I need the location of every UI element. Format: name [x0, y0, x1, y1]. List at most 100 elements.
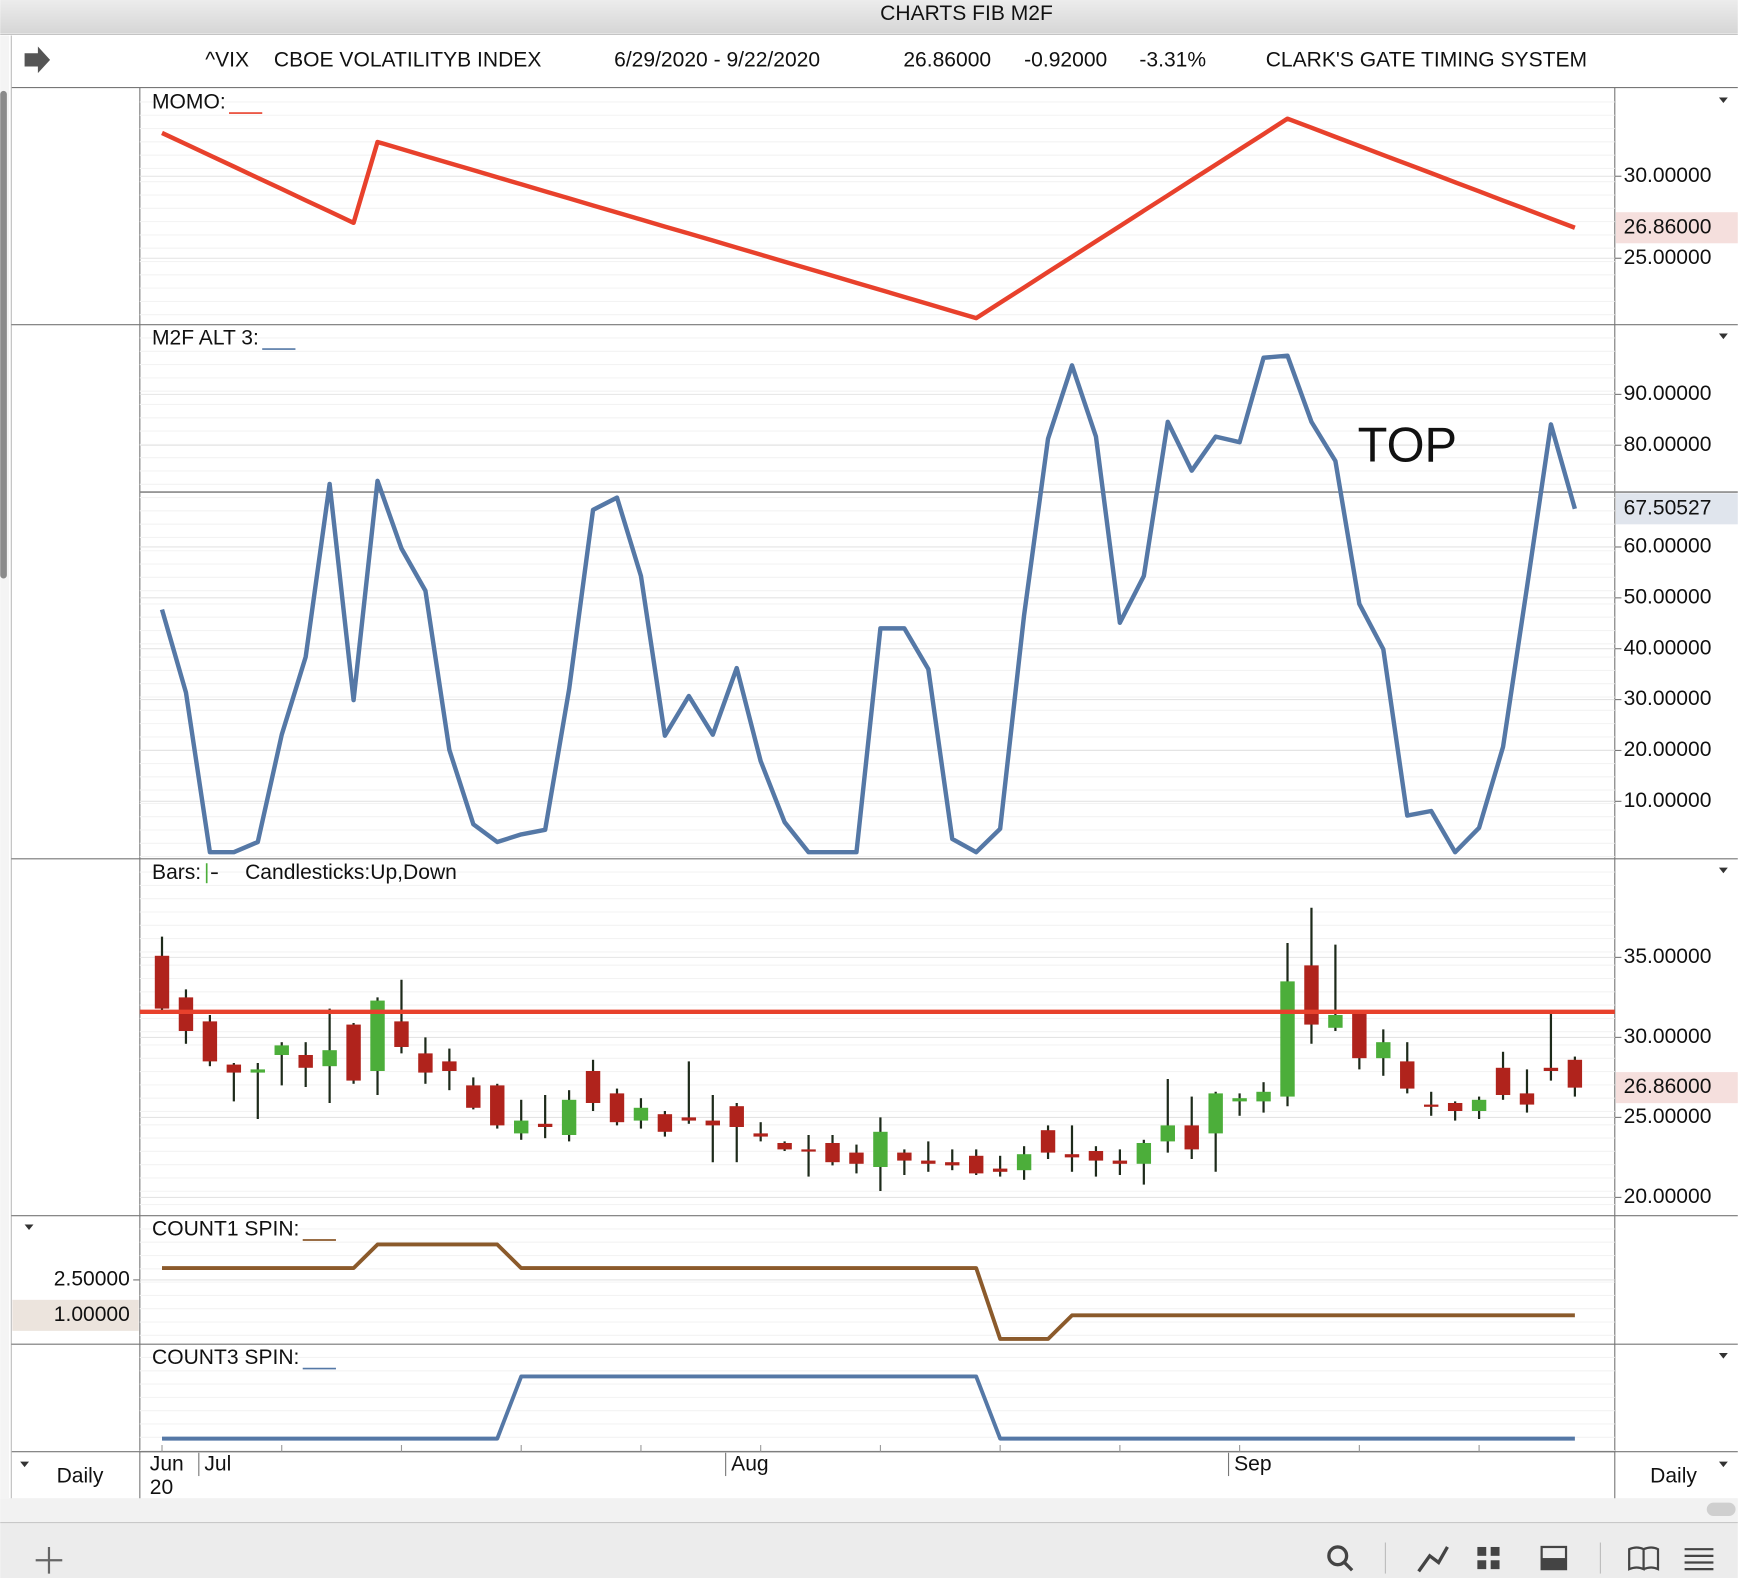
candle-body	[825, 1142, 840, 1163]
grid-icon[interactable]	[1477, 1546, 1487, 1556]
candle-body	[1136, 1142, 1152, 1164]
candle-body	[442, 1061, 457, 1071]
candle-body	[1400, 1061, 1415, 1089]
candle-body	[633, 1107, 649, 1121]
candle-body	[346, 1024, 361, 1081]
date-range: 6/29/2020 - 9/22/2020	[614, 49, 820, 72]
panel-label: M2F ALT 3:	[152, 327, 259, 350]
book-icon[interactable]	[1628, 1546, 1660, 1571]
add-button[interactable]	[35, 1546, 63, 1574]
panel-menu[interactable]	[24, 1224, 34, 1231]
panel-icon-fill	[1541, 1558, 1567, 1570]
panel-menu[interactable]	[1718, 1353, 1728, 1359]
candle-body	[681, 1117, 697, 1121]
candle-body	[1304, 965, 1319, 1025]
candle-body	[274, 1045, 289, 1055]
candle-body	[1232, 1098, 1247, 1102]
h-scroll[interactable]	[1706, 1502, 1736, 1516]
line-series	[162, 1374, 1575, 1441]
panel-menu[interactable]	[1718, 867, 1728, 874]
annotation: TOP	[1358, 419, 1457, 473]
candle-body	[1471, 1099, 1487, 1111]
system-name: CLARK'S GATE TIMING SYSTEM	[1266, 49, 1587, 72]
period-menu[interactable]	[20, 1461, 30, 1468]
candle-body	[897, 1152, 912, 1161]
candle-body	[849, 1152, 864, 1164]
y-tick-label: 90.00000	[1624, 382, 1712, 405]
candle-body	[1256, 1091, 1271, 1102]
candle-body	[1208, 1093, 1223, 1134]
y-tick-label: 80.00000	[1624, 433, 1712, 456]
legend-up: Up	[370, 861, 397, 884]
scroll-area	[0, 1498, 1738, 1523]
candle-body	[801, 1149, 816, 1152]
candle-body	[1376, 1042, 1391, 1059]
current-value-bg	[1615, 1072, 1738, 1104]
legend-label: Candlesticks:	[245, 861, 370, 884]
candle-body	[921, 1160, 936, 1164]
toolbar	[0, 1522, 1738, 1578]
candle-body	[1016, 1154, 1032, 1171]
candle-body	[370, 1000, 385, 1071]
title-bar	[0, 0, 1738, 34]
candle-body	[1112, 1160, 1128, 1164]
y-tick-label: 30.00000	[1624, 687, 1712, 710]
y-tick-label: 25.00000	[1624, 1105, 1712, 1128]
candle-body	[657, 1114, 673, 1132]
panel-label: MOMO:	[152, 91, 226, 114]
current-value-bg	[1615, 212, 1738, 244]
grid-icon	[1490, 1560, 1500, 1570]
symbol: ^VIX	[205, 49, 249, 72]
y-tick-label: 25.00000	[1624, 246, 1712, 269]
y-tick-label: 60.00000	[1624, 535, 1712, 558]
candle-body	[322, 1050, 337, 1067]
candle-body	[1567, 1059, 1583, 1088]
candle-body	[1423, 1104, 1439, 1107]
candle-body	[1064, 1154, 1080, 1158]
candle-body	[1040, 1130, 1056, 1153]
legend-separator: ,	[397, 861, 403, 884]
line-series	[162, 1242, 1575, 1341]
candle-body	[1280, 981, 1295, 1097]
candle-body	[585, 1070, 601, 1103]
x-tick-label: Jun	[150, 1453, 184, 1476]
candle-body	[537, 1123, 553, 1127]
arrow-icon[interactable]	[24, 46, 51, 74]
panel-menu[interactable]	[1718, 97, 1728, 104]
y-tick-label: 30.00000	[1624, 164, 1712, 187]
panel-menu[interactable]	[1718, 333, 1728, 340]
candle-body	[1160, 1125, 1175, 1142]
period-menu[interactable]	[1718, 1461, 1728, 1468]
panel-label: COUNT1 SPIN:	[152, 1218, 299, 1241]
period-label: Daily	[57, 1465, 104, 1488]
menu-icon[interactable]	[1684, 1548, 1714, 1571]
legend-label: Bars:	[152, 861, 201, 884]
current-value-label: 26.86000	[1624, 1075, 1712, 1098]
y-tick-label: 50.00000	[1624, 585, 1712, 608]
change-pct: -3.31%	[1139, 49, 1206, 72]
candle-body	[226, 1064, 242, 1073]
candle-body	[490, 1085, 505, 1126]
scroll-track	[0, 35, 10, 1499]
candle-body	[1328, 1014, 1343, 1028]
x-tick-label: Aug	[731, 1453, 768, 1476]
y-tick-label: 20.00000	[1624, 738, 1712, 761]
line-series	[161, 116, 1576, 321]
search-icon[interactable]	[1327, 1545, 1349, 1567]
candle-body	[1495, 1067, 1511, 1095]
line-series	[159, 353, 1578, 855]
toolbar-icons	[1327, 1542, 1714, 1574]
window-title: CHARTS FIB M2F	[880, 2, 1053, 25]
candle-body	[873, 1131, 888, 1167]
candle-body	[514, 1120, 529, 1134]
y-tick-label: 30.00000	[1624, 1025, 1712, 1048]
chart-icon[interactable]	[1417, 1546, 1449, 1573]
grid-icon	[1490, 1546, 1500, 1556]
x-year-label: 20	[150, 1476, 173, 1499]
candle-body	[202, 1021, 218, 1062]
y-tick-label: 35.00000	[1624, 945, 1712, 968]
scrollbar[interactable]	[0, 90, 7, 579]
period-label: Daily	[1650, 1465, 1697, 1488]
candle-body	[968, 1155, 984, 1174]
